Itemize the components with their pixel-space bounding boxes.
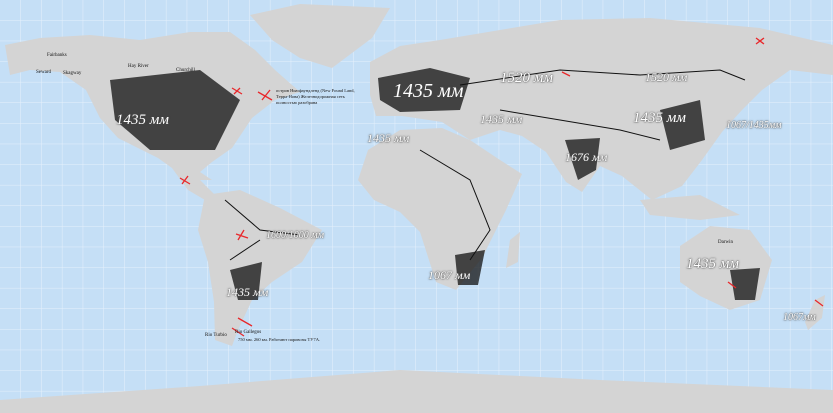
gauge-label-north-africa: 1435 мм bbox=[367, 131, 410, 145]
rail-central-asia bbox=[499, 109, 661, 141]
greenland bbox=[250, 4, 390, 68]
city-label: Fairbanks bbox=[47, 53, 67, 58]
marker-new-zealand bbox=[814, 299, 824, 307]
gauge-label-north-america: 1435 мм bbox=[116, 112, 169, 128]
gauge-label-brazil: 1600/1000 мм bbox=[266, 230, 325, 241]
rail-south-africa bbox=[455, 250, 485, 285]
antarctica bbox=[0, 370, 833, 413]
gauge-label-southern-africa: 1067 мм bbox=[428, 268, 471, 282]
eurasia bbox=[370, 18, 833, 200]
rail-australia-se bbox=[730, 268, 760, 300]
railway-network bbox=[110, 68, 760, 300]
gauge-label-europe: 1435 мм bbox=[393, 80, 464, 102]
marker-central-america bbox=[179, 175, 191, 185]
gauge-label-turkey: 1435 мм bbox=[480, 112, 523, 126]
marker-patagonia bbox=[231, 317, 253, 337]
railway-lines bbox=[224, 69, 746, 261]
japan bbox=[712, 92, 735, 130]
marker-sakhalin bbox=[755, 37, 765, 45]
gauge-label-siberia: 1520 мм bbox=[645, 70, 688, 84]
gauge-label-china: 1435 мм bbox=[633, 110, 686, 126]
city-label: Churchill bbox=[176, 68, 195, 73]
gauge-label-new-zealand: 1067мм bbox=[783, 312, 816, 323]
central-america bbox=[172, 168, 214, 200]
gauge-label-india: 1676 мм bbox=[565, 150, 608, 164]
madagascar bbox=[506, 232, 520, 268]
rail-dense-india bbox=[565, 138, 600, 180]
city-label: Darwin bbox=[718, 240, 733, 245]
marker-newfoundland bbox=[257, 89, 273, 101]
note-patagonia: 750 мм. 260 км. Работают паровозы ТУ7А. bbox=[238, 337, 321, 342]
africa bbox=[358, 128, 522, 290]
city-label: Rio Gallegos bbox=[235, 330, 262, 335]
city-label: Seward bbox=[36, 70, 51, 75]
city-label: Hay River bbox=[128, 64, 149, 69]
city-label: Rio Turbio bbox=[205, 333, 227, 338]
rail-south-america bbox=[224, 199, 301, 261]
gauge-label-russia: 1520 мм bbox=[500, 70, 553, 86]
trans-siberian bbox=[459, 69, 746, 86]
rail-dense-argentina bbox=[230, 262, 262, 300]
rail-dense-europe bbox=[378, 68, 470, 112]
rail-dense-china bbox=[660, 100, 705, 150]
gauge-label-australia: 1435 мм bbox=[686, 256, 739, 272]
rail-africa bbox=[419, 149, 491, 261]
marker-labrador bbox=[231, 87, 243, 95]
city-label: Skagway bbox=[63, 71, 82, 76]
note-newfoundland: остров Ньюфаундленд (New Found Land, Тер… bbox=[276, 88, 355, 105]
gauge-label-japan: 1067/1435мм bbox=[726, 120, 782, 131]
marker-brazil bbox=[235, 229, 249, 241]
marker-russia bbox=[561, 71, 571, 77]
marker-australia bbox=[727, 281, 737, 289]
rail-dense-usa bbox=[110, 70, 240, 150]
southeast-asia-islands bbox=[640, 195, 740, 220]
gauge-label-argentina: 1435 мм bbox=[226, 285, 269, 299]
markers bbox=[179, 37, 824, 337]
